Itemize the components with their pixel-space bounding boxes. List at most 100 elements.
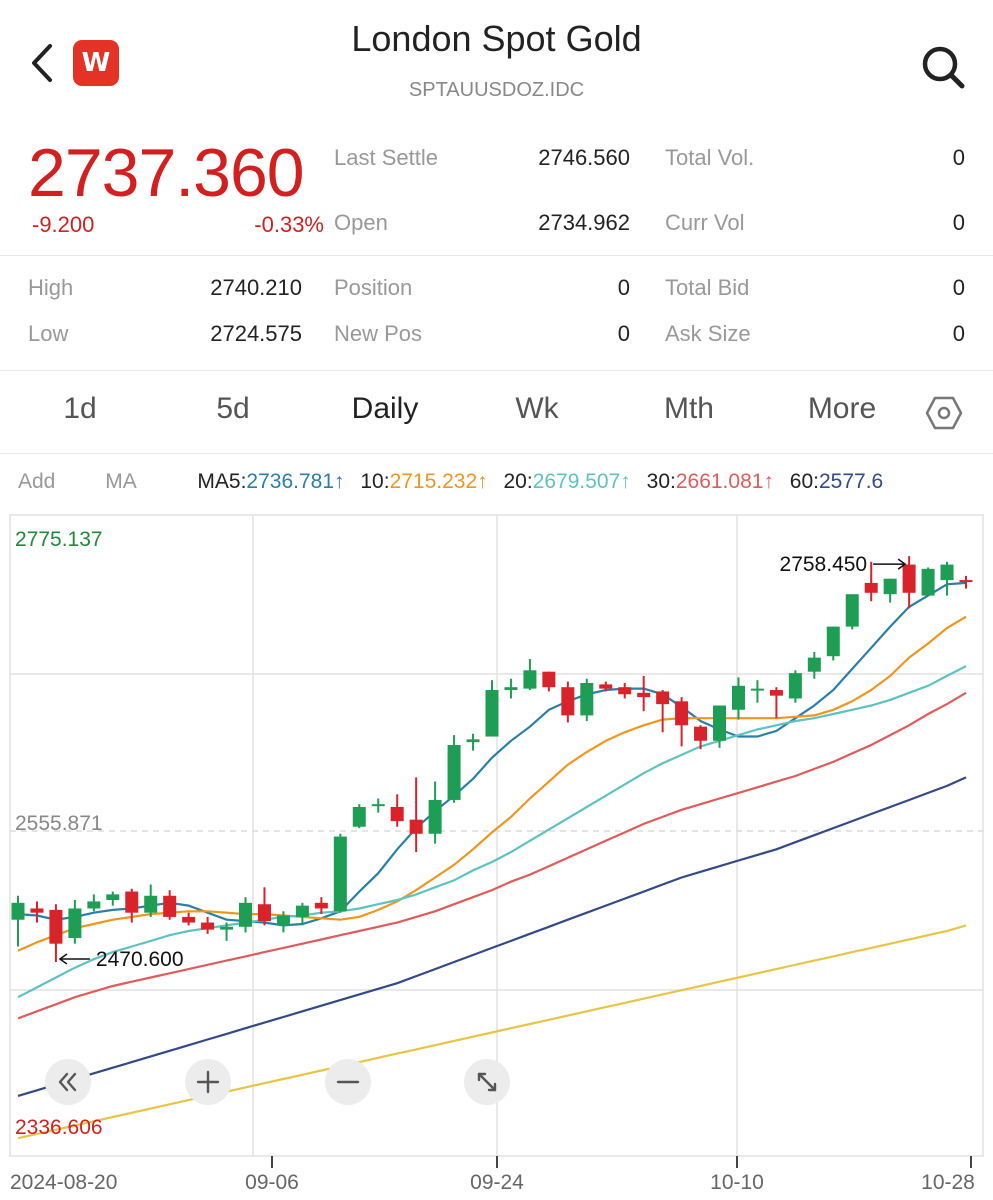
high-arrowhead	[897, 558, 907, 570]
last-price: 2737.360	[28, 135, 305, 211]
candle	[68, 900, 82, 944]
candle	[864, 561, 878, 602]
ma-lines	[17, 581, 967, 1140]
brand-letter: W	[81, 48, 111, 78]
scroll-left-icon[interactable]	[45, 1059, 91, 1105]
candle-body	[864, 582, 878, 593]
candle-body	[466, 739, 480, 743]
zoom-in-icon[interactable]	[185, 1059, 231, 1105]
candle-body	[163, 895, 177, 917]
candles	[11, 556, 973, 963]
candle-body	[523, 670, 537, 689]
candle-body	[599, 684, 613, 689]
candle	[257, 887, 271, 926]
candle-body	[333, 836, 347, 912]
candle-body	[807, 657, 821, 672]
fullscreen-icon[interactable]	[464, 1059, 510, 1105]
position-label: Position	[334, 275, 413, 300]
candle-body	[902, 564, 916, 593]
ma-line-ma10	[17, 615, 967, 952]
last-settle-label: Last Settle	[334, 145, 438, 170]
candle	[220, 922, 234, 941]
y-mid-label: 2555.871	[15, 812, 103, 835]
tab-more[interactable]: More	[807, 392, 877, 425]
candle-body	[352, 806, 366, 827]
tab-daily[interactable]: Daily	[351, 392, 419, 425]
candle-body	[883, 578, 897, 595]
candlestick-chart[interactable]: 2775.137 2555.871 2336.606 2758.450 2470.…	[0, 500, 993, 1200]
candle	[49, 904, 63, 963]
chevron-left-icon	[58, 1072, 69, 1092]
candle-body	[371, 804, 385, 807]
position-value: 0	[617, 275, 630, 300]
back-button[interactable]	[28, 40, 58, 86]
candle	[333, 833, 347, 913]
add-indicator-button[interactable]: Add	[18, 470, 56, 493]
candle-body	[220, 926, 234, 930]
candle	[561, 681, 575, 723]
x-tick-label: 09-06	[245, 1171, 299, 1194]
total-vol-value: 0	[952, 145, 965, 170]
candle	[390, 794, 404, 827]
candle	[485, 680, 499, 737]
candle-body	[257, 904, 271, 922]
symbol-code: SPTAUUSDOZ.IDC	[408, 79, 585, 101]
divider	[0, 453, 993, 454]
candle	[845, 594, 859, 630]
w-logo-icon[interactable]: W	[73, 40, 119, 86]
search-icon	[922, 46, 965, 89]
candle	[523, 659, 537, 691]
candle	[201, 916, 215, 934]
candle	[352, 804, 366, 829]
candle-body	[637, 692, 651, 698]
total-bid-value: 0	[952, 275, 965, 300]
zoom-out-icon[interactable]	[325, 1059, 371, 1105]
curr-vol-value: 0	[952, 210, 965, 235]
candle	[750, 680, 764, 703]
candle-body	[675, 701, 689, 726]
high-annotation: 2758.450	[780, 553, 868, 576]
tab-wk[interactable]: Wk	[515, 392, 559, 425]
ma60-readout: 60:2577.6	[789, 470, 884, 493]
candle	[504, 678, 518, 699]
new-pos-label: New Pos	[334, 321, 423, 346]
candle-body	[390, 806, 404, 822]
curr-vol-label: Curr Vol	[665, 210, 745, 235]
candle-body	[485, 690, 499, 737]
candle-body	[295, 905, 309, 917]
chart-settings-button[interactable]	[925, 395, 963, 431]
page-title: London Spot Gold	[351, 18, 642, 59]
candle	[447, 735, 461, 803]
candle	[694, 725, 708, 750]
ma-line-ma30	[17, 691, 967, 1020]
candle-body	[959, 580, 973, 583]
candle-body	[694, 726, 708, 741]
candle-body	[87, 901, 101, 909]
ma5-readout: MA5:2736.781↑	[197, 470, 345, 493]
ma-settings-button[interactable]: MA	[105, 470, 136, 493]
tab-5d[interactable]: 5d	[216, 392, 250, 425]
candle-body	[656, 691, 670, 705]
ma20-readout: 20:2679.507↑	[503, 470, 631, 493]
search-button[interactable]	[918, 42, 968, 90]
expand-icon	[477, 1072, 497, 1092]
candle	[637, 675, 651, 712]
tab-mth[interactable]: Mth	[663, 392, 714, 425]
low-annotation: 2470.600	[96, 948, 184, 971]
tab-1d[interactable]: 1d	[63, 392, 97, 425]
candle-body	[447, 744, 461, 800]
last-settle-value: 2746.560	[538, 145, 630, 170]
candle	[144, 884, 158, 917]
candle-body	[769, 690, 783, 696]
high-label: High	[28, 275, 74, 300]
candle	[769, 687, 783, 719]
candle-body	[314, 902, 328, 909]
candle-body	[49, 909, 63, 944]
candle-body	[750, 688, 764, 691]
candle-body	[580, 682, 594, 716]
candle-body	[731, 685, 745, 710]
candle-body	[182, 916, 196, 923]
ma-line-ma5	[17, 581, 967, 927]
candle	[106, 891, 120, 906]
candle	[87, 894, 101, 912]
